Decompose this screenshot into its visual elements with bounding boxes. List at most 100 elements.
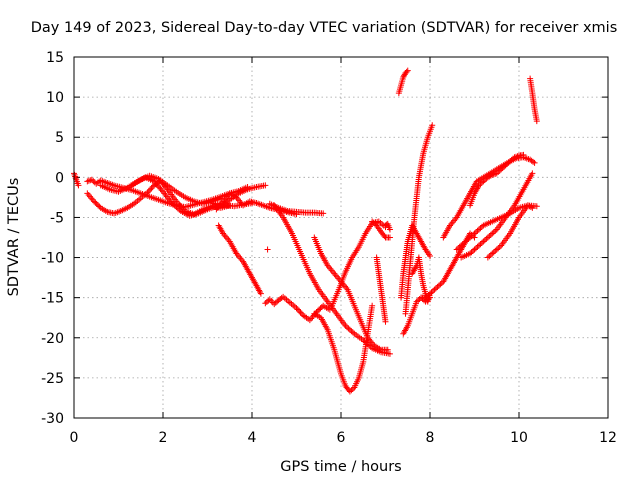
data-point [455, 245, 462, 252]
series-7 [215, 222, 264, 297]
data-point [489, 250, 496, 257]
data-point [432, 285, 439, 292]
data-point [489, 171, 496, 178]
x-tick-label: 2 [159, 430, 168, 446]
data-point [149, 183, 156, 190]
data-point [262, 182, 269, 189]
series-28 [484, 202, 536, 261]
data-point [431, 286, 438, 293]
data-point [471, 246, 478, 253]
data-point [489, 230, 496, 237]
data-point [151, 178, 158, 185]
x-axis-label: GPS time / hours [280, 459, 401, 475]
data-point [372, 221, 379, 228]
data-point [475, 226, 482, 233]
data-point [499, 164, 506, 171]
data-point [475, 182, 482, 189]
series-2 [84, 177, 224, 217]
x-tick-label: 8 [426, 430, 435, 446]
data-point [296, 307, 303, 314]
data-point [468, 233, 475, 240]
data-point [400, 74, 407, 81]
data-point [527, 204, 534, 211]
data-point [472, 245, 479, 252]
data-point [514, 153, 521, 160]
data-point [424, 293, 431, 300]
data-point [467, 250, 474, 257]
data-point [298, 310, 305, 317]
data-point [263, 298, 270, 305]
data-point [148, 185, 155, 192]
data-point [490, 171, 497, 178]
data-point [413, 298, 420, 305]
data-point [75, 182, 82, 189]
data-point [404, 67, 411, 74]
series-25 [467, 151, 527, 209]
data-point [461, 239, 468, 246]
x-tick-label: 6 [337, 430, 346, 446]
data-point [496, 243, 503, 250]
data-point [533, 118, 540, 125]
data-point [486, 233, 493, 240]
series-22 [409, 254, 433, 305]
x-tick-label: 10 [510, 430, 528, 446]
x-tick-label: 0 [70, 430, 79, 446]
data-point [272, 299, 279, 306]
data-point [481, 237, 488, 244]
data-point [477, 225, 484, 232]
data-point [384, 346, 391, 353]
data-point [462, 238, 469, 245]
data-point [87, 177, 94, 184]
data-point [484, 234, 491, 241]
data-point [493, 246, 500, 253]
data-point [437, 281, 444, 288]
axis-ticks: 0 2 4 6 8 10 12 -30 -25 -20 -15 -10 -5 0 5 10 15 [41, 50, 617, 446]
series-23 [418, 230, 478, 301]
series-8 [264, 246, 271, 253]
data-point [495, 245, 502, 252]
data-point [427, 290, 433, 297]
data-point [458, 242, 465, 249]
data-point [505, 159, 512, 166]
data-point [154, 182, 161, 189]
data-point [487, 172, 494, 179]
data-point [370, 219, 377, 226]
data-point [471, 230, 478, 237]
data-point [155, 175, 162, 182]
data-point [468, 249, 475, 256]
data-point [480, 238, 487, 245]
data-point [152, 179, 159, 186]
data-point [403, 68, 410, 75]
y-tick-label: 0 [55, 170, 64, 186]
data-point [226, 202, 233, 209]
data-point [145, 188, 152, 195]
data-point [530, 158, 537, 165]
data-point [401, 72, 408, 79]
data-point [95, 202, 102, 209]
data-point [429, 122, 436, 129]
data-point [92, 199, 99, 206]
data-point [156, 177, 163, 184]
series-13 [311, 302, 376, 395]
data-point [484, 254, 491, 261]
data-point [264, 246, 271, 253]
data-point [493, 170, 500, 177]
data-point [348, 328, 355, 335]
data-point [96, 203, 103, 210]
data-point [381, 233, 388, 240]
series-17 [382, 220, 393, 233]
data-point [472, 229, 479, 236]
data-point [487, 251, 494, 258]
data-point [160, 181, 167, 188]
data-point [459, 241, 466, 248]
data-point [513, 153, 520, 160]
data-point [427, 252, 433, 259]
data-point [470, 231, 477, 238]
data-point [317, 305, 324, 312]
data-point [456, 243, 463, 250]
chart-title: Day 149 of 2023, Sidereal Day-to-day VTE… [31, 20, 618, 36]
y-tick-label: -10 [41, 251, 64, 267]
data-point [533, 203, 540, 210]
